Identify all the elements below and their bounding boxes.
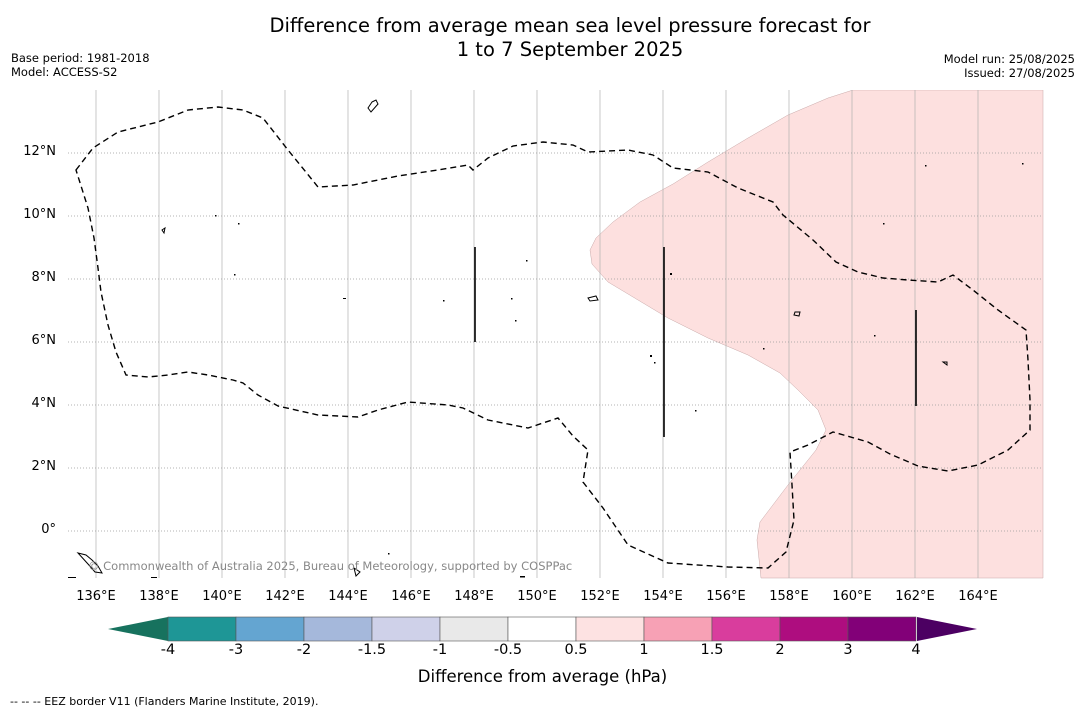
colorbar [100, 610, 980, 644]
base-period: Base period: 1981-2018 [11, 51, 150, 65]
latitude-label: 0° [12, 522, 56, 537]
longitude-label: 154°E [643, 589, 683, 604]
colorbar-segments [168, 617, 916, 641]
copyright-notice: © Commonwealth of Australia 2025, Bureau… [88, 559, 572, 573]
colorbar-segment [440, 617, 508, 641]
model-name: Model: ACCESS-S2 [11, 65, 150, 79]
longitude-label: 146°E [391, 589, 431, 604]
latitude-label: 8°N [12, 270, 56, 285]
colorbar-tick-label: -2 [279, 642, 329, 658]
colorbar-tick-label: 2 [755, 642, 805, 658]
issued-date: Issued: 27/08/2025 [944, 66, 1075, 80]
colorbar-over-arrow [917, 617, 977, 641]
colorbar-segment [508, 617, 576, 641]
map-title: Difference from average mean sea level p… [0, 14, 1085, 62]
longitude-label: 140°E [202, 589, 242, 604]
latitude-label: 2°N [12, 459, 56, 474]
colorbar-tick-label: 0.5 [551, 642, 601, 658]
colorbar-segment [372, 617, 440, 641]
model-info: Base period: 1981-2018 Model: ACCESS-S2 [11, 51, 150, 79]
colorbar-title: Difference from average (hPa) [0, 667, 1085, 686]
latitude-label: 12°N [12, 144, 56, 159]
colorbar-segment [712, 617, 780, 641]
colorbar-segment [304, 617, 372, 641]
title-line-1: Difference from average mean sea level p… [0, 14, 1085, 38]
colorbar-tick-label: -0.5 [483, 642, 533, 658]
colorbar-tick-label: 3 [823, 642, 873, 658]
run-info: Model run: 25/08/2025 Issued: 27/08/2025 [944, 52, 1075, 80]
longitude-label: 162°E [895, 589, 935, 604]
latitude-label: 6°N [12, 333, 56, 348]
model-run: Model run: 25/08/2025 [944, 52, 1075, 66]
longitude-label: 148°E [454, 589, 494, 604]
longitude-label: 142°E [265, 589, 305, 604]
longitude-label: 138°E [139, 589, 179, 604]
colorbar-tick-label: -1.5 [347, 642, 397, 658]
colorbar-tick-label: 4 [891, 642, 941, 658]
longitude-label: 158°E [769, 589, 809, 604]
colorbar-segment [848, 617, 916, 641]
colorbar-tick-label: 1.5 [687, 642, 737, 658]
colorbar-tick-label: 1 [619, 642, 669, 658]
longitude-label: 156°E [706, 589, 746, 604]
colorbar-tick-label: -1 [415, 642, 465, 658]
longitude-label: 164°E [958, 589, 998, 604]
colorbar-tick-label: -3 [211, 642, 261, 658]
pressure-map: © Commonwealth of Australia 2025, Bureau… [68, 90, 1048, 608]
eez-legend-note: -- -- -- EEZ border V11 (Flanders Marine… [10, 695, 318, 708]
longitude-label: 152°E [580, 589, 620, 604]
latitude-label: 10°N [12, 207, 56, 222]
longitude-label: 136°E [76, 589, 116, 604]
colorbar-tick-label: -4 [143, 642, 193, 658]
longitude-label: 150°E [517, 589, 557, 604]
colorbar-segment [780, 617, 848, 641]
title-line-2: 1 to 7 September 2025 [0, 38, 1085, 62]
latitude-label: 4°N [12, 396, 56, 411]
colorbar-segment [236, 617, 304, 641]
colorbar-segment [576, 617, 644, 641]
longitude-label: 144°E [328, 589, 368, 604]
longitude-label: 160°E [832, 589, 872, 604]
colorbar-segment [168, 617, 236, 641]
colorbar-segment [644, 617, 712, 641]
colorbar-under-arrow [108, 617, 168, 641]
longitude-labels: 136°E 138°E 140°E 142°E 144°E 146°E 148°E 150°E… [76, 589, 998, 604]
